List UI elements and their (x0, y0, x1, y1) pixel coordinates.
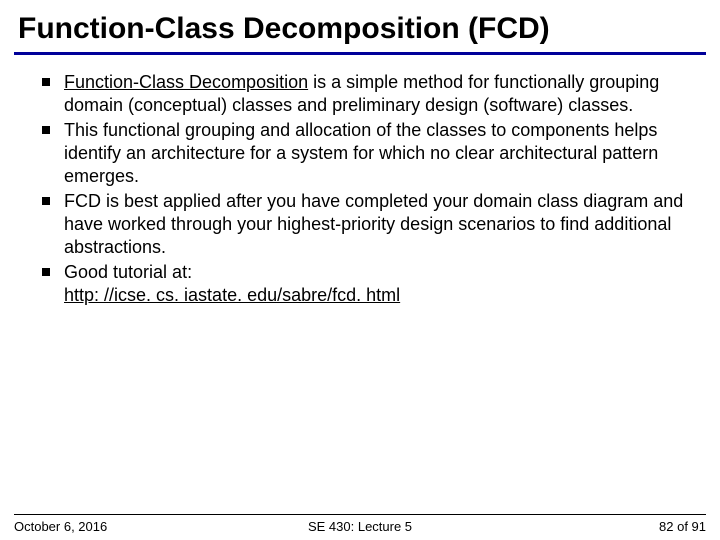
bullet-text: Good tutorial at: http: //icse. cs. iast… (64, 261, 690, 307)
bullet-marker-icon (42, 78, 50, 86)
bullet-item: Good tutorial at: http: //icse. cs. iast… (42, 261, 690, 307)
bullet-emphasis: Function-Class Decomposition (64, 72, 308, 92)
slide-footer: October 6, 2016 SE 430: Lecture 5 82 of … (0, 514, 720, 534)
footer-divider (14, 514, 706, 515)
footer-course: SE 430: Lecture 5 (245, 519, 476, 534)
title-underline (14, 52, 706, 55)
bullet-text: This functional grouping and allocation … (64, 119, 690, 188)
bullet-marker-icon (42, 268, 50, 276)
bullet-item: Function-Class Decomposition is a simple… (42, 71, 690, 117)
tutorial-link[interactable]: http: //icse. cs. iastate. edu/sabre/fcd… (64, 285, 400, 305)
bullet-text: Function-Class Decomposition is a simple… (64, 71, 690, 117)
bullet-marker-icon (42, 197, 50, 205)
bullet-text: FCD is best applied after you have compl… (64, 190, 690, 259)
bullet-marker-icon (42, 126, 50, 134)
slide-title: Function-Class Decomposition (FCD) (0, 0, 720, 52)
bullet-item: FCD is best applied after you have compl… (42, 190, 690, 259)
footer-row: October 6, 2016 SE 430: Lecture 5 82 of … (14, 519, 706, 534)
footer-page-number: 82 of 91 (475, 519, 706, 534)
bullet-item: This functional grouping and allocation … (42, 119, 690, 188)
bullet-lead: Good tutorial at: (64, 262, 192, 282)
slide-content: Function-Class Decomposition is a simple… (0, 67, 720, 307)
footer-date: October 6, 2016 (14, 519, 245, 534)
slide: Function-Class Decomposition (FCD) Funct… (0, 0, 720, 540)
